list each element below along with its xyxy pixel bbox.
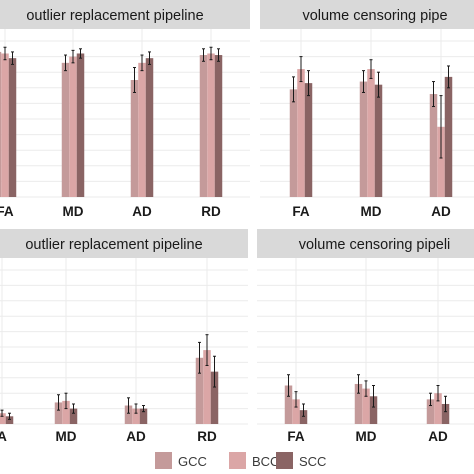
x-tick-label: AD	[428, 429, 448, 444]
bar-scc-fa	[299, 410, 308, 424]
bar-bcc-rd	[203, 350, 211, 424]
bar-gcc-fa	[0, 51, 2, 197]
bar-bcc-a	[0, 413, 6, 424]
bar-gcc-ad	[429, 94, 438, 197]
bar-bcc-ad	[437, 126, 445, 197]
bar-bcc-md	[62, 400, 70, 424]
x-tick-label: MD	[356, 429, 377, 444]
legend-key-gcc	[155, 452, 172, 469]
facet-title: outlier replacement pipeline	[26, 8, 203, 24]
bar-gcc-ad	[426, 399, 435, 424]
facet-title: volume censoring pipe	[302, 8, 447, 24]
bar-scc-rd	[214, 55, 223, 197]
bar-scc-rd	[210, 371, 219, 424]
bar-scc-ad	[145, 58, 154, 197]
bar-scc-md	[76, 53, 85, 198]
bar-bcc-fa	[297, 69, 305, 197]
bar-bcc-fa	[1, 53, 9, 198]
facet-panels: outlier replacement pipeline FA MD AD RD volu…	[0, 0, 474, 444]
x-tick-label: FA	[292, 204, 310, 219]
facet-title: outlier replacement pipeline	[25, 237, 202, 253]
bar-gcc-fa	[284, 385, 293, 424]
facet-strip	[260, 0, 474, 29]
x-tick-label: FA	[287, 429, 305, 444]
bar-bcc-md	[69, 56, 77, 197]
legend-key-bcc	[229, 452, 246, 469]
x-tick-label: RD	[197, 429, 217, 444]
bar-scc-ad	[441, 403, 450, 424]
x-tick-label: RD	[201, 204, 221, 219]
bar-gcc-md	[54, 402, 63, 424]
facet-strip	[0, 229, 248, 258]
x-tick-label: MD	[361, 204, 382, 219]
x-tick-label: MD	[63, 204, 84, 219]
bar-gcc-md	[354, 383, 363, 424]
bar-scc-fa	[8, 58, 17, 197]
bar-bcc-ad	[138, 62, 146, 198]
legend-label-bcc: BCC	[252, 454, 279, 469]
legend-key-scc	[276, 452, 293, 469]
bar-gcc-rd	[199, 55, 208, 197]
bar-gcc-fa	[289, 89, 298, 197]
legend: GCC BCC SCC	[155, 452, 326, 469]
x-tick-label: AD	[431, 204, 451, 219]
facet-strip	[257, 229, 474, 258]
bar-gcc-ad	[130, 80, 139, 197]
bar-gcc-md	[61, 62, 70, 198]
bar-scc-md	[369, 396, 378, 424]
facet-panel: outlier replacement pipeline FA MD AD RD	[0, 0, 250, 219]
facet-panel: volume censoring pipe FA MD AD	[260, 0, 474, 219]
bar-bcc-md	[362, 388, 370, 424]
bar-scc-ad	[139, 408, 148, 424]
bar-gcc-md	[359, 81, 368, 197]
bar-bcc-fa	[292, 399, 300, 424]
facet-panel: volume censoring pipeli FA MD AD	[257, 229, 474, 444]
legend-label-gcc: GCC	[178, 454, 207, 469]
bar-bcc-rd	[207, 53, 215, 198]
x-tick-label: AD	[126, 429, 146, 444]
legend-label-scc: SCC	[299, 454, 326, 469]
x-tick-label: AD	[132, 204, 152, 219]
bar-scc-a	[5, 416, 14, 424]
x-tick-label: MD	[56, 429, 77, 444]
bar-scc-md	[69, 408, 78, 424]
bar-scc-fa	[304, 83, 313, 197]
facet-title: volume censoring pipeli	[299, 237, 451, 253]
bar-bcc-ad	[132, 408, 140, 424]
facet-strip	[0, 0, 250, 29]
bar-scc-md	[374, 84, 383, 197]
bar-scc-ad	[444, 76, 453, 197]
bar-bcc-ad	[434, 393, 442, 424]
bar-gcc-rd	[195, 357, 204, 424]
x-tick-label: A	[0, 429, 7, 444]
facet-panel: outlier replacement pipeline A MD AD RD	[0, 229, 248, 444]
bar-gcc-ad	[124, 405, 133, 424]
x-tick-label: FA	[0, 204, 14, 219]
bar-bcc-md	[367, 69, 375, 197]
